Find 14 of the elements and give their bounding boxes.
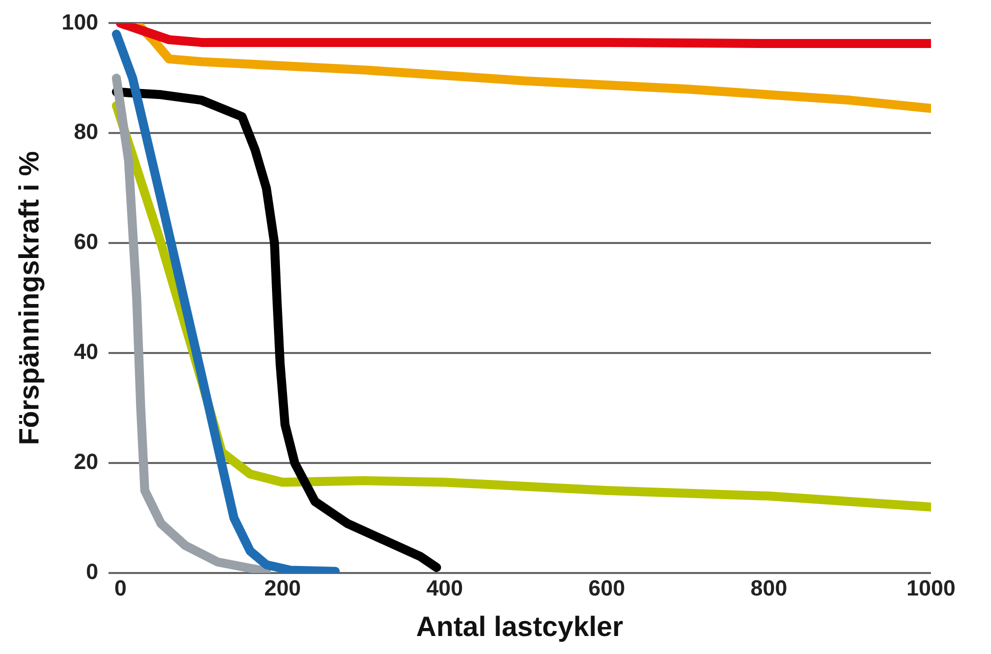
x-tick-label: 1000 [906,575,956,600]
x-tick-label: 0 [114,575,127,600]
y-tick-label: 100 [62,9,98,34]
x-axis-title: Antal lastcykler [416,610,624,642]
y-tick-label: 80 [74,119,98,144]
y-axis-title: Förspänningskraft i % [14,150,45,446]
x-tick-label: 600 [588,575,626,600]
y-tick-label: 60 [74,229,98,254]
x-tick-label: 800 [750,575,788,600]
x-tick-label: 400 [426,575,464,600]
y-tick-label: 0 [86,559,98,584]
y-tick-label: 20 [74,449,98,474]
x-tick-label: 200 [264,575,301,600]
y-tick-label: 40 [74,339,98,364]
